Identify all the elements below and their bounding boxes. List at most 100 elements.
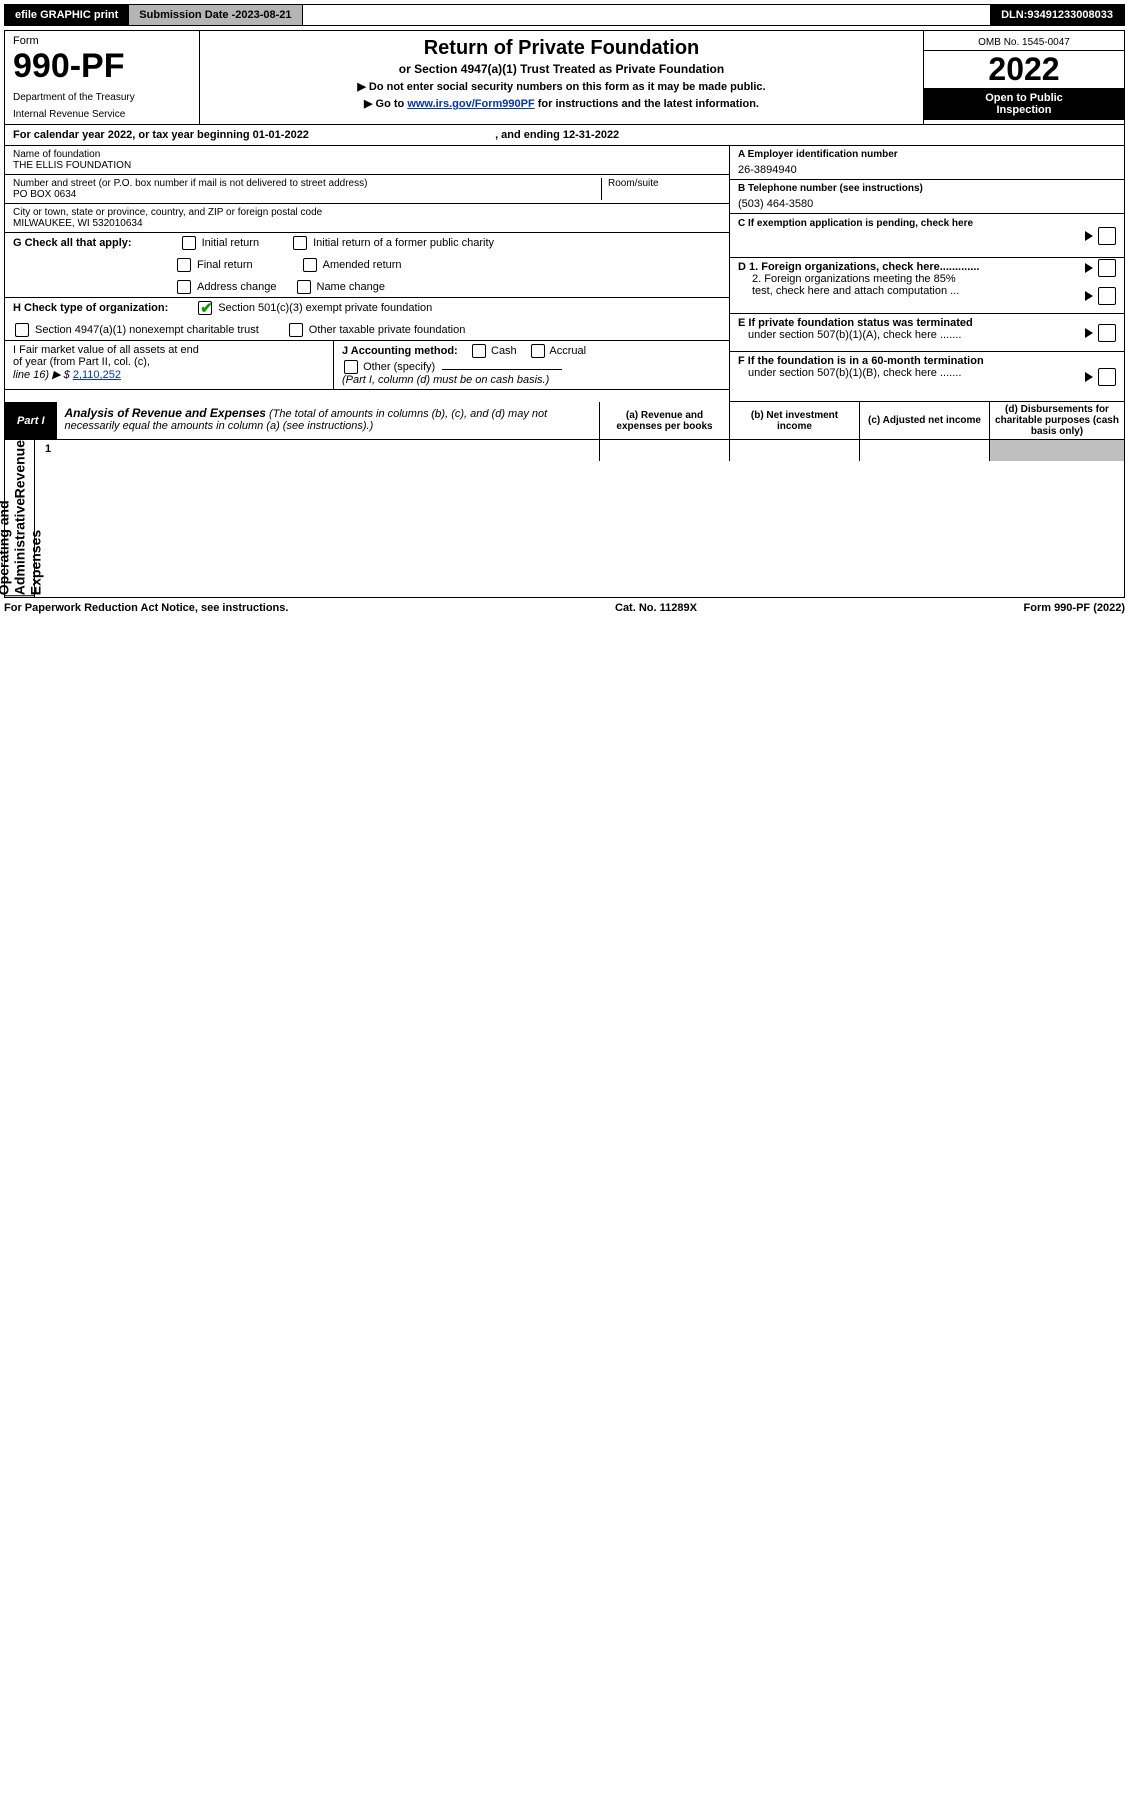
g-item-3: Amended return [323, 259, 402, 271]
c-checkbox[interactable] [1098, 227, 1116, 245]
side-labels: Revenue Operating and Administrative Exp… [5, 440, 35, 597]
col-b-head: (b) Net investment income [729, 402, 859, 439]
side-expenses: Operating and Administrative Expenses [5, 498, 34, 596]
identity-right: A Employer identification number 26-3894… [729, 146, 1124, 402]
i-cell: I Fair market value of all assets at end… [5, 341, 334, 390]
j-accrual-label: Accrual [549, 345, 586, 357]
f-checkbox[interactable] [1098, 368, 1116, 386]
g-item-1: Initial return of a former public charit… [313, 237, 494, 249]
efile-pill[interactable]: efile GRAPHIC print [5, 5, 129, 25]
form990pf-link[interactable]: www.irs.gov/Form990PF [407, 98, 534, 110]
cal-mid: , and ending [495, 129, 563, 141]
j-cash-checkbox[interactable] [472, 344, 486, 358]
form-header: Form 990-PF Department of the Treasury I… [4, 30, 1125, 125]
cell-a [599, 440, 729, 461]
h-label: H Check type of organization: [13, 302, 168, 314]
subdate-value: 2023-08-21 [235, 9, 291, 21]
d2-checkbox[interactable] [1098, 287, 1116, 305]
d2-line-a: 2. Foreign organizations meeting the 85% [752, 273, 1116, 285]
cal-pre: For calendar year 2022, or tax year begi… [13, 129, 253, 141]
e-line-2: under section 507(b)(1)(A), check here .… [748, 329, 1116, 341]
top-bar: efile GRAPHIC print Submission Date - 20… [4, 4, 1125, 26]
tax-year: 2022 [924, 51, 1124, 88]
j-other-label: Other (specify) [363, 361, 435, 373]
name-label: Name of foundation [13, 149, 721, 160]
line-number: 1 [35, 440, 77, 461]
arrow-icon [1085, 231, 1093, 241]
side-revenue: Revenue [5, 440, 34, 498]
header-right: OMB No. 1545-0047 2022 Open to Public In… [924, 31, 1124, 124]
col-a-head: (a) Revenue and expenses per books [599, 402, 729, 439]
form-fine-2: ▶ Go to www.irs.gov/Form990PF for instru… [210, 97, 913, 110]
form-number: 990-PF [13, 47, 191, 86]
address-cell: Number and street (or P.O. box number if… [5, 175, 729, 204]
i-line-3: line 16) ▶ $ 2,110,252 [13, 368, 325, 381]
footer-mid: Cat. No. 11289X [615, 602, 697, 614]
cal-end: 12-31-2022 [563, 129, 619, 141]
h-4947-checkbox[interactable] [15, 323, 29, 337]
form-fine-1: ▶ Do not enter social security numbers o… [210, 80, 913, 93]
g-item-4: Address change [197, 281, 277, 293]
h-item-1: Section 501(c)(3) exempt private foundat… [218, 302, 432, 314]
rows-container: 1 [35, 440, 1124, 597]
dln-pill: DLN: 93491233008033 [991, 5, 1124, 25]
address-change-checkbox[interactable] [177, 280, 191, 294]
name-change-checkbox[interactable] [297, 280, 311, 294]
j-accrual-checkbox[interactable] [531, 344, 545, 358]
arrow-icon [1085, 328, 1093, 338]
identity-left: Name of foundation THE ELLIS FOUNDATION … [5, 146, 729, 402]
form-title: Return of Private Foundation [210, 37, 913, 60]
omb-number: OMB No. 1545-0047 [924, 35, 1124, 51]
h-other-checkbox[interactable] [289, 323, 303, 337]
final-return-checkbox[interactable] [177, 258, 191, 272]
arrow-icon [1085, 372, 1093, 382]
form-subtitle: or Section 4947(a)(1) Trust Treated as P… [210, 62, 913, 76]
h-501c3-checkbox[interactable] [198, 301, 212, 315]
i-j-row: I Fair market value of all assets at end… [5, 341, 729, 390]
arrow-icon [1085, 263, 1093, 273]
header-center: Return of Private Foundation or Section … [200, 31, 924, 124]
d1-label: D 1. Foreign organizations, check here..… [738, 261, 979, 273]
b-value: (503) 464-3580 [738, 198, 1116, 210]
h-item-3: Other taxable private foundation [309, 324, 466, 336]
a-value: 26-3894940 [738, 164, 1116, 176]
initial-return-checkbox[interactable] [182, 236, 196, 250]
line-desc [77, 440, 599, 461]
calendar-year-bar: For calendar year 2022, or tax year begi… [4, 125, 1125, 146]
col-c-head: (c) Adjusted net income [859, 402, 989, 439]
j-other-checkbox[interactable] [344, 360, 358, 374]
header-left: Form 990-PF Department of the Treasury I… [5, 31, 200, 124]
identity-block: Name of foundation THE ELLIS FOUNDATION … [4, 146, 1125, 402]
dept-line-1: Department of the Treasury [13, 92, 191, 103]
initial-return-former-checkbox[interactable] [293, 236, 307, 250]
form-word: Form [13, 35, 191, 47]
subdate-pill: Submission Date - 2023-08-21 [129, 5, 302, 25]
cell-d [989, 440, 1124, 461]
city-value: MILWAUKEE, WI 532010634 [13, 218, 721, 229]
part1-label: Part I [5, 402, 57, 439]
part1-table: Revenue Operating and Administrative Exp… [4, 439, 1125, 598]
a-cell: A Employer identification number 26-3894… [730, 146, 1124, 180]
i-line-1: I Fair market value of all assets at end [13, 344, 325, 356]
f-cell: F If the foundation is in a 60-month ter… [730, 352, 1124, 402]
topbar-spacer [303, 5, 992, 25]
room-label: Room/suite [608, 178, 721, 189]
city-label: City or town, state or province, country… [13, 207, 721, 218]
g-item-5: Name change [317, 281, 386, 293]
dept-line-2: Internal Revenue Service [13, 109, 191, 120]
fmv-value[interactable]: 2,110,252 [73, 369, 121, 381]
h-check-row: H Check type of organization: Section 50… [5, 298, 729, 341]
foundation-name-cell: Name of foundation THE ELLIS FOUNDATION [5, 146, 729, 175]
d-cell: D 1. Foreign organizations, check here..… [730, 258, 1124, 314]
d1-checkbox[interactable] [1098, 259, 1116, 277]
j-cell: J Accounting method: Cash Accrual Other … [334, 341, 729, 390]
fine2-pre: ▶ Go to [364, 98, 407, 110]
e-checkbox[interactable] [1098, 324, 1116, 342]
b-label: B Telephone number (see instructions) [738, 183, 923, 194]
c-label: C If exemption application is pending, c… [738, 218, 973, 229]
d2-line-b: test, check here and attach computation … [752, 285, 1116, 297]
g-label: G Check all that apply: [13, 237, 132, 249]
footer-right: Form 990-PF (2022) [1024, 602, 1126, 614]
addr-value: PO BOX 0634 [13, 189, 601, 200]
amended-return-checkbox[interactable] [303, 258, 317, 272]
